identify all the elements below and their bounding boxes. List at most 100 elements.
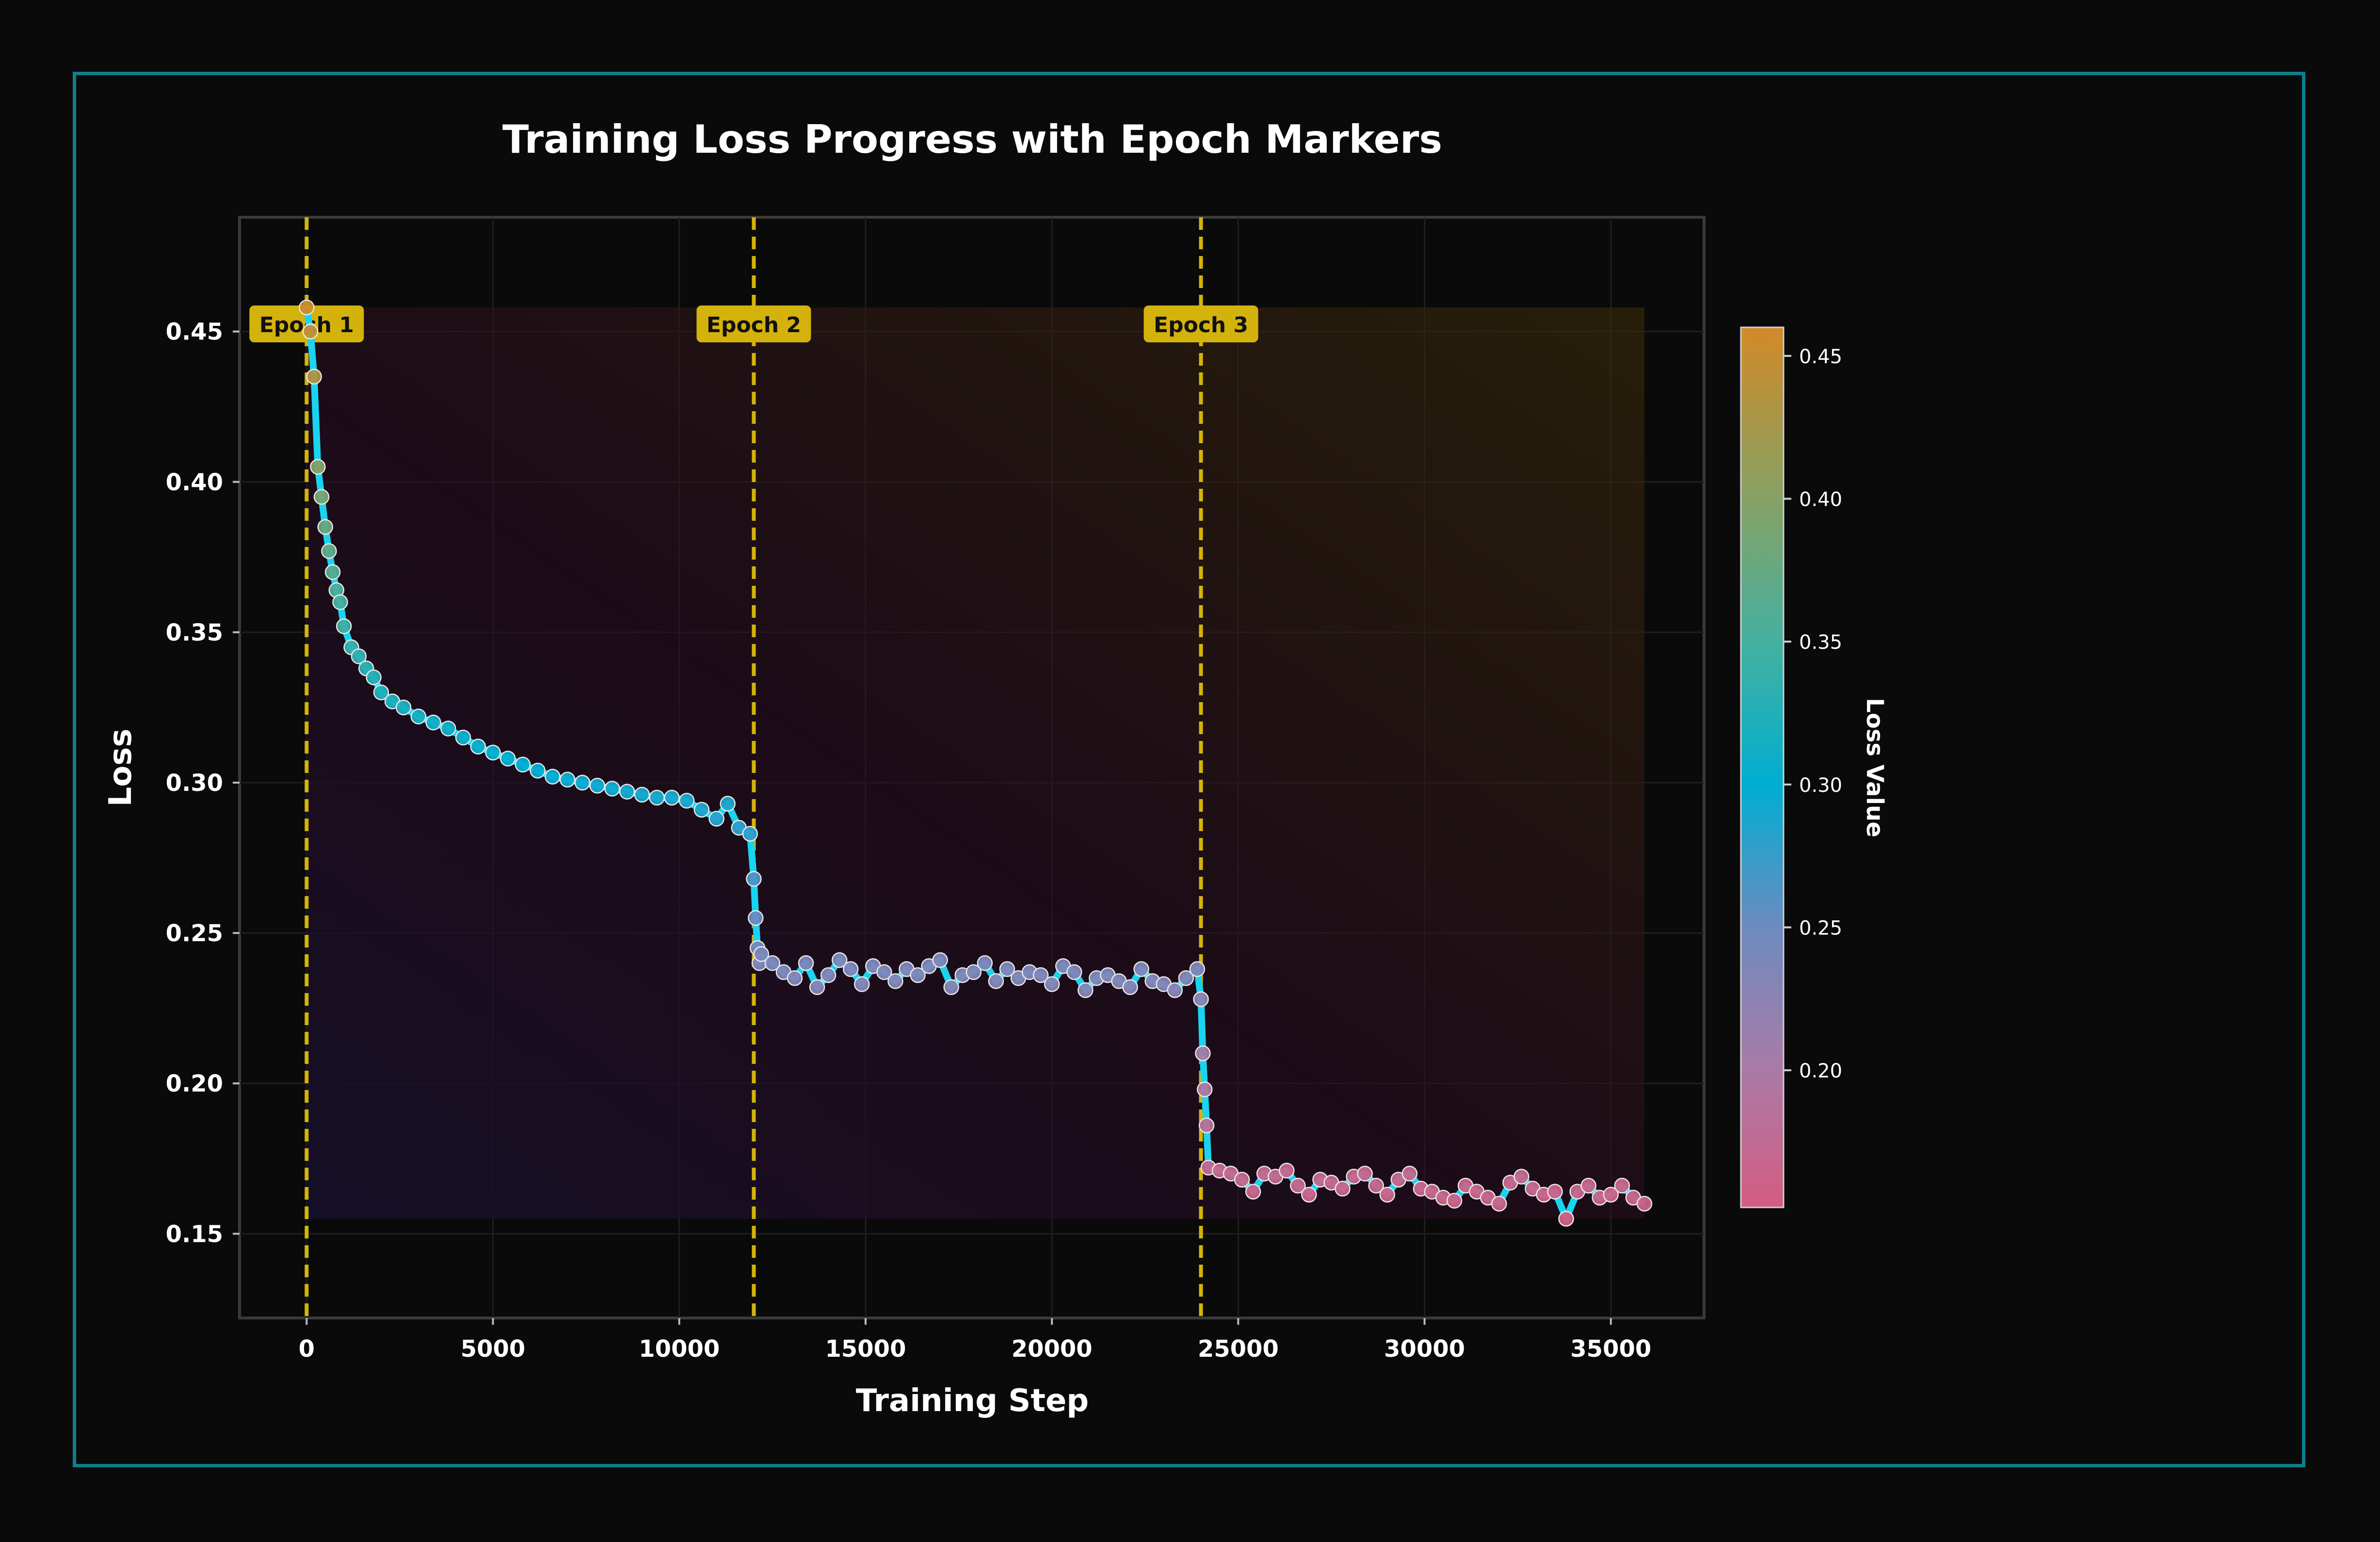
- data-point: [678, 792, 695, 809]
- y-tick-label: 0.40: [166, 469, 223, 496]
- x-tick-label: 20000: [1012, 1335, 1093, 1363]
- data-point: [1513, 1169, 1529, 1185]
- data-point: [351, 648, 367, 664]
- colorbar-tick-label: 0.25: [1799, 917, 1842, 940]
- data-point: [500, 751, 516, 767]
- data-point: [470, 739, 486, 755]
- y-tick-label: 0.45: [166, 319, 223, 346]
- colorbar-tick-label: 0.40: [1799, 489, 1842, 511]
- x-tick-label: 15000: [825, 1335, 906, 1363]
- y-tick-label: 0.25: [166, 920, 223, 947]
- x-axis-label: Training Step: [856, 1383, 1089, 1419]
- data-point: [634, 787, 650, 803]
- data-point: [1614, 1177, 1630, 1194]
- data-point: [321, 543, 337, 559]
- data-point: [1603, 1187, 1619, 1203]
- colorbar-ticks: 0.20 0.25 0.30 0.35 0.40 0.45: [1784, 346, 1842, 1082]
- data-point: [1491, 1196, 1507, 1212]
- data-point: [753, 946, 770, 962]
- data-point: [324, 564, 341, 580]
- data-point: [515, 756, 531, 773]
- data-point: [574, 774, 591, 791]
- data-point: [1245, 1184, 1261, 1200]
- data-point: [299, 299, 315, 316]
- data-point: [1077, 982, 1094, 998]
- data-point: [373, 684, 389, 701]
- data-point: [1195, 1045, 1211, 1061]
- data-point: [843, 961, 859, 977]
- data-point: [742, 826, 758, 842]
- data-point: [589, 777, 605, 794]
- data-point: [1044, 976, 1060, 992]
- colorbar-label: Loss Value: [1861, 698, 1888, 837]
- data-point: [485, 744, 501, 761]
- data-point: [366, 669, 382, 686]
- x-tick-label: 10000: [639, 1335, 720, 1363]
- data-point: [932, 952, 948, 968]
- colorbar-tick-label: 0.30: [1799, 774, 1842, 797]
- data-point: [302, 323, 319, 339]
- data-point: [1234, 1172, 1250, 1188]
- data-point: [910, 967, 926, 983]
- x-tick-label: 25000: [1198, 1335, 1279, 1363]
- data-point: [1279, 1162, 1295, 1179]
- data-point: [1197, 1081, 1213, 1097]
- data-point: [1368, 1177, 1384, 1194]
- colorbar: [1740, 326, 1785, 1208]
- data-point: [1401, 1166, 1418, 1182]
- data-point: [664, 789, 680, 806]
- colorbar-tick-label: 0.20: [1799, 1060, 1842, 1082]
- data-point: [854, 976, 870, 992]
- data-point: [1198, 1117, 1215, 1134]
- data-point: [1167, 982, 1183, 998]
- loss-points: [299, 299, 1653, 1227]
- data-point: [820, 967, 836, 983]
- data-point: [313, 489, 330, 505]
- chart-title: Training Loss Progress with Epoch Marker…: [502, 117, 1442, 162]
- data-point: [965, 964, 982, 980]
- data-point: [764, 955, 781, 971]
- x-tick-label: 30000: [1384, 1335, 1465, 1363]
- chart-frame: [73, 72, 2305, 1467]
- epoch-label: Epoch 3: [1154, 313, 1248, 337]
- data-point: [440, 721, 456, 737]
- axis-ticks: 0 5000 10000 15000 20000 25000 30000 35000 0.15 0…: [166, 319, 1652, 1363]
- y-tick-label: 0.20: [166, 1070, 223, 1097]
- data-point: [1133, 961, 1149, 977]
- data-point: [336, 618, 352, 634]
- data-point: [310, 459, 326, 475]
- data-point: [887, 973, 903, 989]
- data-point: [787, 970, 803, 986]
- data-point: [1558, 1211, 1574, 1227]
- data-point: [1066, 964, 1082, 980]
- data-point: [831, 952, 848, 968]
- data-point: [1335, 1181, 1351, 1197]
- data-point: [455, 729, 471, 746]
- data-point: [1122, 979, 1138, 996]
- data-point: [545, 769, 561, 785]
- data-point: [746, 871, 762, 887]
- data-point: [1580, 1177, 1597, 1194]
- y-tick-label: 0.15: [166, 1221, 223, 1248]
- data-point: [693, 802, 710, 818]
- epoch-markers: Epoch 1 Epoch 2 Epoch 3: [249, 217, 1258, 1318]
- data-point: [604, 781, 620, 797]
- data-point: [332, 594, 348, 610]
- colorbar-tick-label: 0.45: [1799, 346, 1842, 368]
- colorbar-tick-label: 0.35: [1799, 631, 1842, 654]
- data-point: [809, 979, 825, 996]
- y-tick-label: 0.30: [166, 770, 223, 797]
- data-point: [1193, 991, 1209, 1007]
- data-point: [708, 811, 724, 827]
- y-tick-label: 0.35: [166, 619, 223, 646]
- epoch-label-box: [696, 305, 811, 342]
- data-point: [530, 762, 546, 779]
- data-point: [977, 955, 993, 971]
- data-point: [1547, 1184, 1563, 1200]
- data-point: [425, 714, 441, 731]
- data-point: [410, 708, 427, 724]
- data-point: [1290, 1177, 1306, 1194]
- data-point: [1636, 1196, 1653, 1212]
- data-point: [395, 699, 412, 716]
